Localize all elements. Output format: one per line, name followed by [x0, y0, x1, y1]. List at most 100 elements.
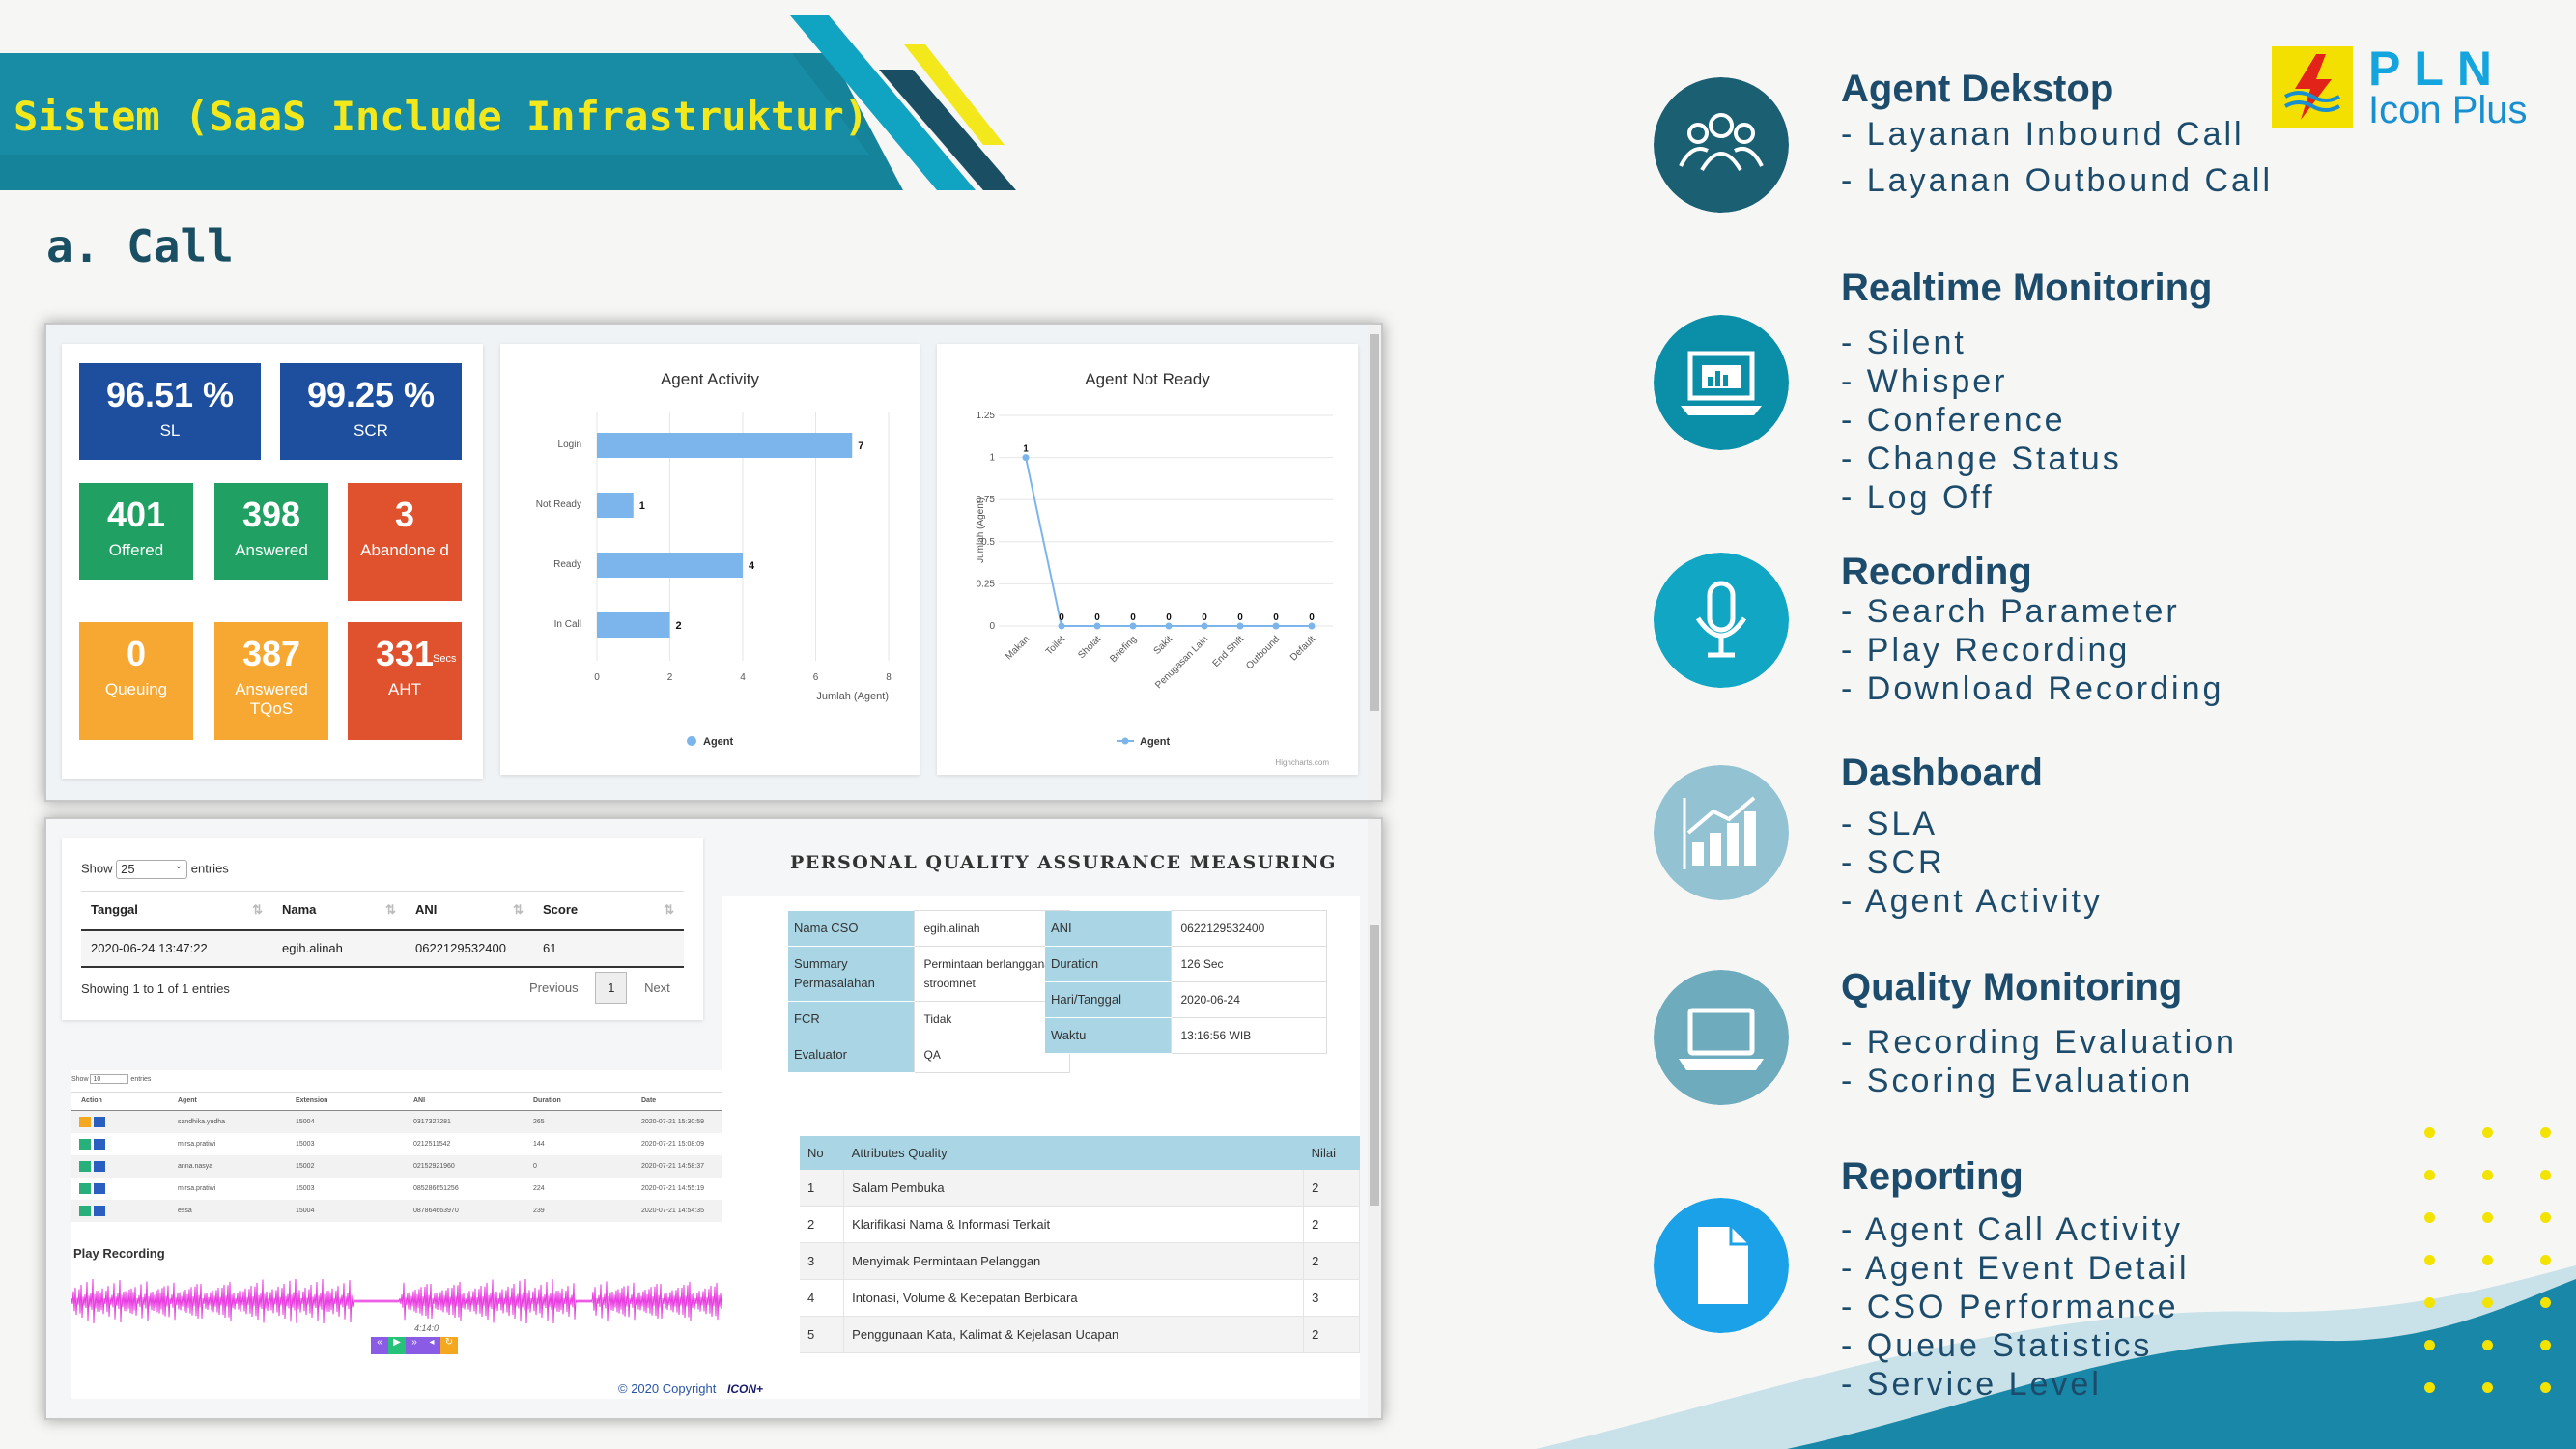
table-row: 1 Salam Pembuka 2	[800, 1170, 1360, 1207]
kpi-card: 96.51 % SL 99.25 % SCR 401 Offered 398 Answered…	[62, 344, 483, 779]
forward-button[interactable]: »	[406, 1337, 423, 1354]
entries-value: 25	[121, 862, 135, 876]
rewind-button[interactable]: «	[371, 1337, 388, 1354]
pqa-cell: 2	[1303, 1206, 1360, 1243]
mute-button[interactable]: ◂	[423, 1337, 440, 1354]
pqa-info-value: QA	[913, 1037, 1070, 1073]
x-tick-label: 2	[667, 672, 673, 683]
dot	[2482, 1127, 2493, 1138]
mini-col-header[interactable]: ANI	[413, 1097, 426, 1104]
waveform[interactable]	[71, 1279, 738, 1323]
data-label: 4	[749, 560, 755, 572]
mini-cell: sandhika.yudha	[178, 1119, 226, 1125]
table-row[interactable]: mirsa.pratiwi 15003 0212511542 144 2020-07-2…	[71, 1133, 738, 1155]
chart-credit: Highcharts.com	[1275, 758, 1329, 767]
scrollbar[interactable]	[1368, 325, 1381, 800]
mini-col-header[interactable]: Action	[81, 1097, 102, 1104]
pqa-cell: 2	[1303, 1170, 1360, 1207]
kpi-tile-abandone-d: 3 Abandone d	[348, 483, 462, 601]
document-icon	[1654, 1198, 1789, 1333]
dot	[2424, 1297, 2435, 1308]
feature-title: Recording	[1841, 551, 2032, 593]
feature-item: - Agent Activity	[1841, 883, 2103, 920]
player-controls: « ▶ » ◂ ↻	[371, 1337, 458, 1354]
mini-entries-select[interactable]: 10	[90, 1074, 129, 1084]
pqa-cell: Penggunaan Kata, Kalimat & Kejelasan Uca…	[843, 1316, 1305, 1353]
legend-marker	[1121, 737, 1129, 745]
data-point	[1201, 622, 1208, 630]
mini-col-header[interactable]: Agent	[178, 1097, 197, 1104]
col-ani[interactable]: ANI ⇅	[415, 902, 524, 918]
play-row-button[interactable]	[79, 1206, 91, 1216]
microphone-icon	[1654, 553, 1789, 688]
play-row-button[interactable]	[79, 1161, 91, 1172]
data-point	[1165, 622, 1173, 630]
play-row-button[interactable]	[79, 1183, 91, 1194]
dot	[2540, 1297, 2551, 1308]
page-button[interactable]: 1	[595, 972, 628, 1004]
chevron-down-icon: ⌄	[174, 861, 184, 871]
pqa-cell: 2	[1303, 1242, 1360, 1280]
agent-activity-chart: Agent Activity 0 2 4 6 8 Login 7 Not Ready 1 Ready…	[536, 370, 892, 748]
entries-select[interactable]: 25 ⌄	[116, 860, 188, 879]
pqa-info-row: FCR Tidak	[788, 1001, 1070, 1037]
table-row[interactable]: 2020-06-24 13:47:22 egih.alinah 06221295…	[81, 929, 684, 967]
pqa-col-header: Nilai	[1311, 1146, 1336, 1160]
next-button[interactable]: Next	[644, 980, 670, 995]
pqa-info-label: Hari/Tanggal	[1045, 981, 1171, 1018]
y-axis-label: Jumlah (Agent)	[976, 497, 986, 563]
kpi-value: 331	[375, 634, 435, 673]
pqa-info-label: Summary Permasalahan	[788, 946, 914, 1002]
download-row-button[interactable]	[94, 1161, 105, 1172]
table-row[interactable]: anna.nasya 15002 02152921960 0 2020-07-21 14…	[71, 1155, 738, 1178]
table-row: 4 Intonasi, Volume & Kecepatan Berbicara 3	[800, 1279, 1360, 1317]
dot	[2424, 1340, 2435, 1350]
pqa-info-right: ANI 0622129532400 Duration 126 Sec Hari/Tang…	[1045, 910, 1327, 1054]
copyright: © 2020 Copyright ICON+	[618, 1381, 763, 1396]
mini-col-header[interactable]: Extension	[296, 1097, 328, 1104]
pqa-panel: Nama CSO egih.alinah Summary Permasalahan P…	[722, 896, 1360, 1399]
qa-screenshot: Show 25 ⌄ entries Tanggal ⇅ Nama ⇅ ANI ⇅ Sco…	[44, 817, 1383, 1420]
pqa-info-row: Summary Permasalahan Permintaan berlangga…	[788, 946, 1070, 1002]
pqa-cell: Klarifikasi Nama & Informasi Terkait	[843, 1206, 1305, 1243]
feature-item: - Play Recording	[1841, 632, 2131, 668]
scrollbar[interactable]	[1368, 819, 1381, 1418]
col-tanggal[interactable]: Tanggal ⇅	[91, 902, 263, 918]
table-row[interactable]: sandhika.yudha 15004 0317327281 265 2020-07-…	[71, 1111, 738, 1133]
y-tick-label: 0	[989, 621, 995, 632]
mini-cell: 087864663970	[413, 1208, 459, 1214]
mini-col-header[interactable]: Duration	[533, 1097, 561, 1104]
kpi-label: Queuing	[104, 680, 168, 698]
play-button[interactable]: ▶	[388, 1337, 406, 1354]
download-row-button[interactable]	[94, 1139, 105, 1150]
feature-item: - Agent Call Activity	[1841, 1211, 2184, 1248]
kpi-label: Abandone d	[360, 541, 449, 559]
header-banner	[0, 15, 1016, 190]
feature-title: Dashboard	[1841, 752, 2043, 794]
mini-col-header[interactable]: Date	[641, 1097, 657, 1104]
pqa-info-value: 2020-06-24	[1170, 981, 1327, 1018]
data-label: 1	[1023, 444, 1029, 455]
table-row: 2 Klarifikasi Nama & Informasi Terkait 2	[800, 1206, 1360, 1243]
table-row[interactable]: mirsa.pratiwi 15003 085286651256 224 2020-07…	[71, 1178, 738, 1200]
kpi-label: AHT	[388, 680, 421, 698]
download-row-button[interactable]	[94, 1183, 105, 1194]
legend-marker	[687, 736, 696, 746]
data-label: 2	[676, 620, 682, 632]
col-score[interactable]: Score ⇅	[543, 902, 674, 918]
play-row-button[interactable]	[79, 1139, 91, 1150]
col-nama[interactable]: Nama ⇅	[282, 902, 396, 918]
row-actions	[71, 1139, 168, 1150]
previous-button[interactable]: Previous	[529, 980, 579, 995]
mini-cell: 15003	[296, 1185, 315, 1192]
pqa-cell: Intonasi, Volume & Kecepatan Berbicara	[843, 1279, 1305, 1317]
refresh-button[interactable]: ↻	[440, 1337, 458, 1354]
row-actions	[71, 1183, 168, 1194]
pqa-cell: 1	[800, 1170, 845, 1207]
table-row[interactable]: essa 15004 087864663970 239 2020-07-21 14:54…	[71, 1200, 738, 1222]
playback-time: 4:14:0	[414, 1323, 439, 1333]
download-row-button[interactable]	[94, 1117, 105, 1127]
play-row-button[interactable]	[79, 1117, 91, 1127]
download-row-button[interactable]	[94, 1206, 105, 1216]
feature-item: - Conference	[1841, 402, 2066, 439]
